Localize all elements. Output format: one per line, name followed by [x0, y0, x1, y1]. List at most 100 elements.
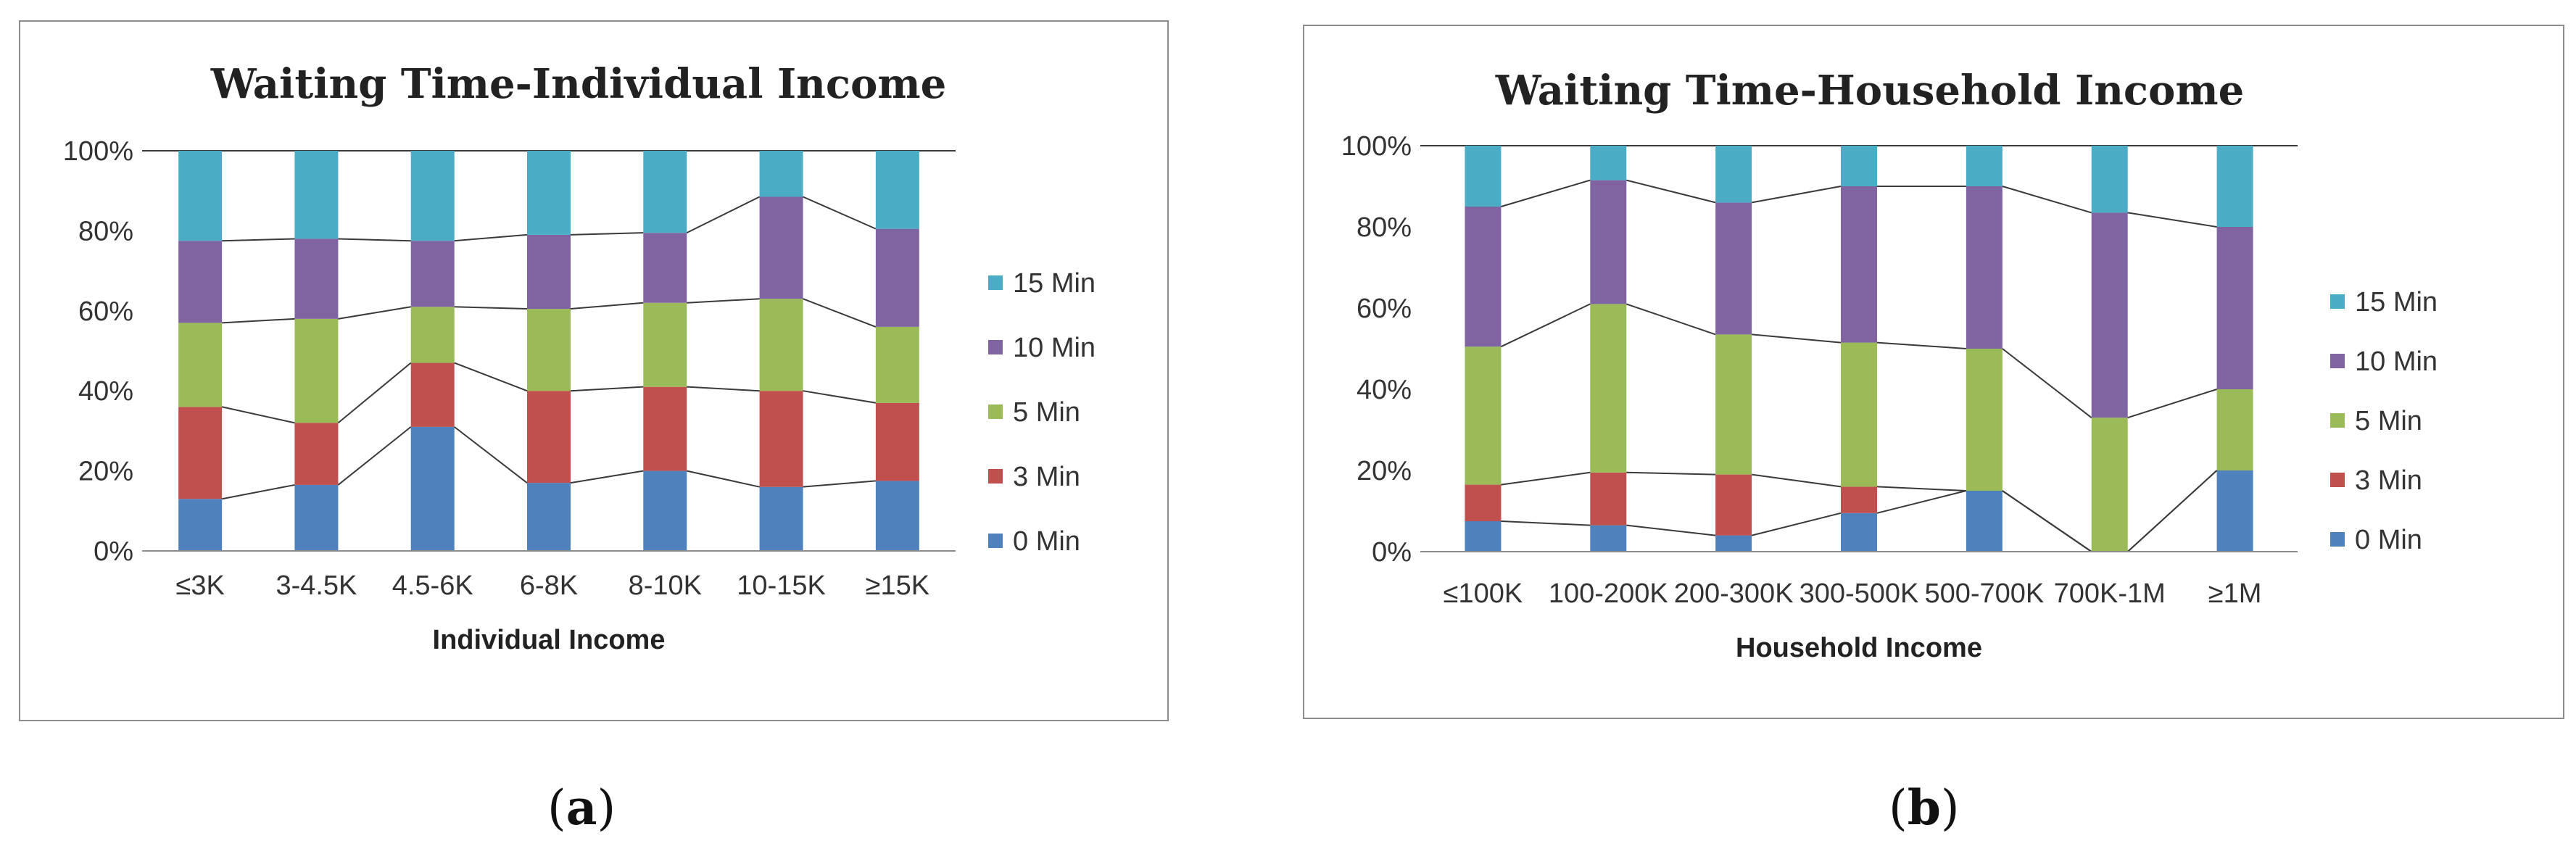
- x-tick-label: ≥15K: [866, 570, 929, 601]
- bar-segment-0-min-300-500k: [1841, 513, 1877, 552]
- bar-segment-15-min-le-100k: [1465, 146, 1502, 207]
- y-tick-label: 80%: [78, 216, 133, 246]
- x-tick-label: 100-200K: [1549, 578, 1668, 609]
- connector-line-10-min: [1501, 179, 1591, 207]
- bar-segment-5-min-700k-1m: [2091, 418, 2128, 552]
- x-tick-label: 6-8K: [520, 570, 578, 601]
- bar-segment-10-min-300-500k: [1841, 186, 1877, 343]
- bar-segment-5-min-10-15k: [759, 299, 803, 391]
- bar-segment-5-min-6-8k: [527, 309, 571, 391]
- bar-segment-0-min-200-300k: [1715, 535, 1752, 552]
- bar-segment-0-min-6-8k: [527, 483, 571, 551]
- bar-segment-3-min-ge-15k: [875, 402, 919, 481]
- legend-label-15-min: 15 Min: [1013, 268, 1096, 299]
- bar-segment-5-min-le-3k: [178, 323, 223, 407]
- bar-segment-0-min-4-5-6k: [410, 426, 455, 551]
- y-tick-label: 60%: [1357, 294, 1412, 324]
- bar-segment-5-min-100-200k: [1590, 304, 1627, 473]
- legend-swatch-10-min: [2330, 354, 2345, 368]
- legend-swatch-5-min: [2330, 413, 2345, 428]
- connector-line-0-min: [337, 426, 412, 486]
- y-tick-label: 20%: [78, 457, 133, 487]
- connector-line-0-min: [570, 470, 644, 484]
- chart-panel-b: Waiting Time-Household Income 0% 20% 40% 60%…: [1303, 25, 2564, 719]
- bar-segment-3-min-10-15k: [759, 391, 803, 487]
- legend-label-0-min: 0 Min: [1013, 526, 1080, 557]
- legend-swatch-10-min: [988, 340, 1003, 354]
- bar-segment-15-min-8-10k: [643, 151, 687, 233]
- y-tick-label: 60%: [78, 296, 133, 327]
- connector-line-10-min: [686, 196, 761, 234]
- bar-segment-10-min-500-700k: [1966, 186, 2003, 349]
- x-tick-label: ≤100K: [1444, 578, 1523, 609]
- connector-line-10-min: [1626, 179, 1716, 204]
- bar-segment-3-min-le-100k: [1465, 484, 1502, 521]
- legend-label-0-min: 0 Min: [2355, 525, 2422, 555]
- connector-line-5-min: [338, 306, 411, 320]
- connector-line-0-min: [803, 480, 876, 488]
- connector-line-5-min: [1876, 341, 1966, 349]
- connector-line-0-min: [454, 426, 528, 484]
- caption-b: (b): [1889, 779, 1960, 836]
- bar-segment-5-min-4-5-6k: [410, 307, 455, 363]
- connector-line-3-min: [803, 390, 877, 404]
- bar-segment-0-min-le-100k: [1465, 521, 1502, 552]
- bar-segment-15-min-3-4-5k: [294, 151, 339, 239]
- bar-segment-15-min-le-3k: [178, 151, 223, 241]
- x-tick-label: 4.5-6K: [392, 570, 473, 601]
- bar-segment-10-min-le-3k: [178, 241, 223, 323]
- legend-label-3-min: 3 Min: [1013, 462, 1080, 492]
- bar-segment-15-min-300-500k: [1841, 146, 1877, 186]
- bar-segment-15-min-700k-1m: [2091, 146, 2128, 213]
- bar-segment-0-min-10-15k: [759, 486, 803, 551]
- bar-segment-0-min-100-200k: [1590, 525, 1627, 552]
- bar-segment-3-min-100-200k: [1590, 472, 1627, 526]
- connector-line-0-min: [221, 484, 295, 500]
- bar-segment-15-min-ge-1m: [2216, 146, 2253, 227]
- bar-segment-15-min-10-15k: [759, 151, 803, 197]
- legend-label-10-min: 10 Min: [2355, 346, 2438, 377]
- bar-segment-5-min-le-100k: [1465, 346, 1502, 485]
- connector-line-0-min: [1751, 512, 1842, 536]
- bar-segment-3-min-6-8k: [527, 391, 571, 484]
- x-tick-label: 10-15K: [737, 570, 826, 601]
- connector-line-3-min: [570, 386, 644, 392]
- bar-segment-10-min-ge-15k: [875, 228, 919, 327]
- bar-segment-5-min-8-10k: [643, 302, 687, 387]
- connector-line-3-min: [1626, 471, 1716, 476]
- x-tick-label: 300-500K: [1800, 578, 1919, 609]
- connector-line-0-min: [1626, 524, 1716, 536]
- legend-swatch-5-min: [988, 404, 1003, 419]
- legend-swatch-15-min: [988, 275, 1003, 290]
- legend-label-5-min: 5 Min: [1013, 397, 1080, 428]
- bar-segment-10-min-10-15k: [759, 196, 803, 299]
- legend-label-5-min: 5 Min: [2355, 406, 2422, 436]
- chart-title: Waiting Time-Household Income: [1495, 67, 2245, 115]
- chart-a: Waiting Time-Individual Income 0% 20% 40% 60…: [63, 60, 1096, 655]
- connector-line-3-min: [221, 406, 295, 424]
- bar-segment-15-min-ge-15k: [875, 151, 919, 229]
- connector-line-5-min: [1500, 303, 1591, 348]
- bar-segment-15-min-100-200k: [1590, 146, 1627, 180]
- connector-line-10-min: [803, 196, 877, 230]
- bar-segment-5-min-3-4-5k: [294, 318, 339, 423]
- bar-segment-3-min-8-10k: [643, 386, 687, 471]
- connector-line-10-min: [570, 232, 644, 236]
- connector-line-10-min: [338, 238, 411, 242]
- connector-line-5-min: [454, 306, 528, 310]
- connector-line-3-min: [1752, 473, 1842, 488]
- connector-line-3-min: [1876, 486, 1966, 491]
- bar-segment-10-min-6-8k: [527, 234, 571, 310]
- y-tick-label: 40%: [1357, 375, 1412, 405]
- connector-line-5-min: [2127, 389, 2217, 419]
- bar-segment-3-min-3-4-5k: [294, 423, 339, 485]
- connector-line-5-min: [687, 298, 760, 304]
- bar-segment-0-min-8-10k: [643, 470, 687, 551]
- chart-title: Waiting Time-Individual Income: [210, 60, 946, 108]
- connector-line-0-min: [687, 470, 760, 488]
- connector-line-10-min: [222, 238, 295, 242]
- connector-line-3-min: [2002, 490, 2092, 552]
- legend-swatch-0-min: [988, 534, 1003, 548]
- bar-segment-0-min-ge-15k: [875, 481, 919, 551]
- bar-segment-5-min-ge-15k: [875, 326, 919, 403]
